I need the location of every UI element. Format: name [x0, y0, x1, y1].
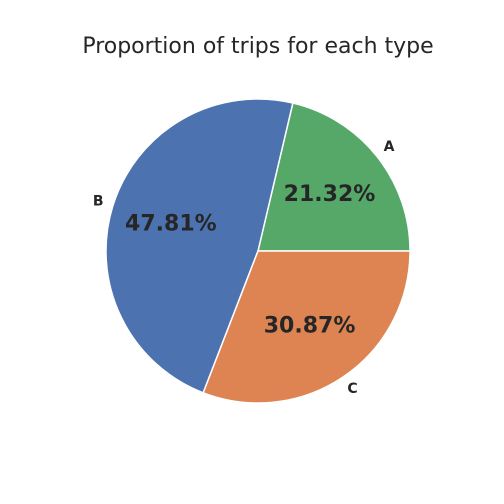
pie-labels: A 21.32% B 47.81% C 30.87% [93, 139, 395, 397]
chart-title: Proportion of trips for each type [82, 34, 433, 59]
slice-label-b: B [93, 194, 104, 210]
slice-percent-a: 21.32% [284, 182, 376, 207]
pie-slices [105, 98, 411, 404]
slice-label-c: C [347, 381, 357, 397]
slice-percent-b: 47.81% [125, 212, 217, 237]
pie-slice-a [257, 102, 411, 252]
pie-slice-b [105, 98, 294, 394]
slice-percent-c: 30.87% [264, 314, 356, 339]
pie-slice-c [202, 250, 411, 404]
slice-label-a: A [384, 139, 395, 155]
